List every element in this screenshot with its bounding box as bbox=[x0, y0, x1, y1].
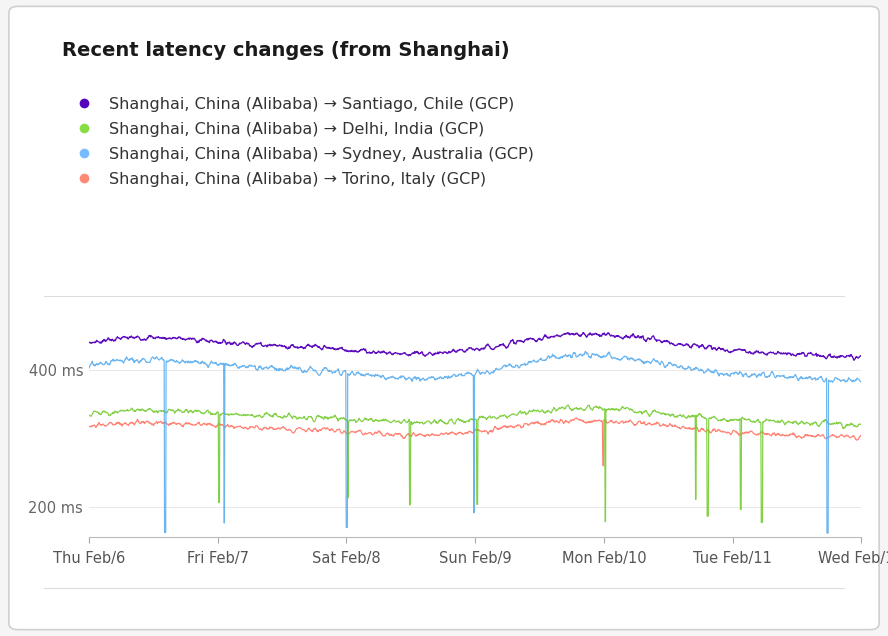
Legend: Shanghai, China (Alibaba) → Santiago, Chile (GCP), Shanghai, China (Alibaba) → D: Shanghai, China (Alibaba) → Santiago, Ch… bbox=[61, 91, 541, 193]
Text: Recent latency changes (from Shanghai): Recent latency changes (from Shanghai) bbox=[62, 41, 510, 60]
